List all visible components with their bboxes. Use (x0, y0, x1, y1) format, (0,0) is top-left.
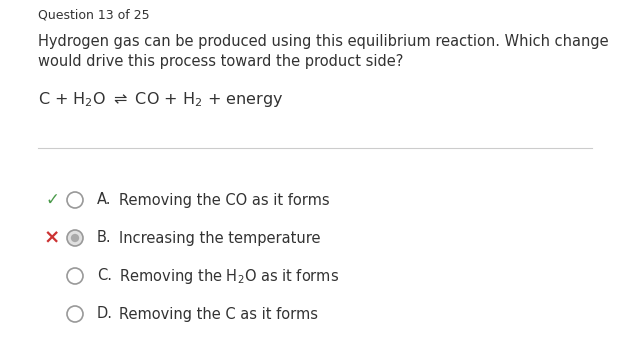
Text: Question 13 of 25: Question 13 of 25 (38, 8, 150, 21)
Text: Removing the H$_2$O as it forms: Removing the H$_2$O as it forms (119, 266, 339, 285)
Text: B.: B. (97, 230, 112, 245)
Text: Removing the CO as it forms: Removing the CO as it forms (119, 193, 329, 207)
Text: Increasing the temperature: Increasing the temperature (119, 230, 320, 245)
Text: Removing the C as it forms: Removing the C as it forms (119, 306, 318, 321)
Circle shape (67, 230, 83, 246)
Text: A.: A. (97, 193, 112, 207)
Text: D.: D. (97, 306, 113, 321)
Circle shape (71, 234, 79, 242)
Text: Hydrogen gas can be produced using this equilibrium reaction. Which change: Hydrogen gas can be produced using this … (38, 34, 608, 49)
Text: would drive this process toward the product side?: would drive this process toward the prod… (38, 54, 404, 69)
Text: C + H$_2$O $\rightleftharpoons$ CO + H$_2$ + energy: C + H$_2$O $\rightleftharpoons$ CO + H$_… (38, 90, 283, 109)
Text: ×: × (44, 229, 60, 248)
Text: ✓: ✓ (45, 191, 59, 209)
Text: C.: C. (97, 269, 112, 284)
